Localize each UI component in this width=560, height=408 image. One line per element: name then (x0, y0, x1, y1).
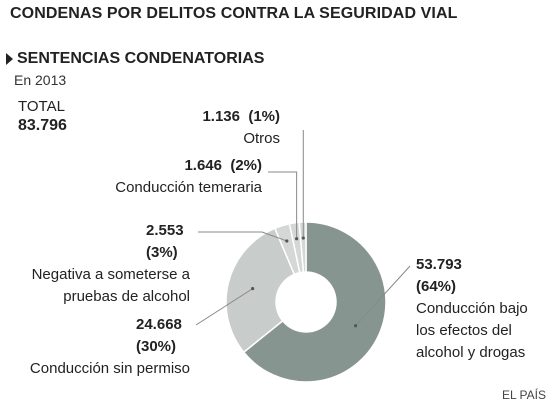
negativa-text-line2: pruebas de alcohol (63, 288, 190, 305)
temeraria-text: Conducción temeraria (115, 179, 262, 196)
donut-slices (225, 221, 387, 383)
leader-dot-alcohol (354, 324, 358, 328)
year-label: En 2013 (14, 72, 67, 88)
chart-subtitle: SENTENCIAS CONDENATORIAS (17, 50, 265, 67)
negativa-text-line1: Negativa a someterse a (31, 266, 190, 283)
total-label: TOTAL (18, 98, 65, 115)
leader-dot-negativa (285, 239, 289, 243)
leader-dot-temeraria (295, 237, 299, 241)
leader-dot-sinpermiso (251, 287, 255, 291)
alcohol-text-line3: alcohol y drogas (416, 344, 526, 361)
sinpermiso-value: 24.668 (136, 316, 182, 333)
subtitle-row: SENTENCIAS CONDENATORIAS (6, 50, 264, 68)
slice-otros (298, 221, 307, 273)
label-sinpermiso: 24.668 (30%) Conducción sin permiso (6, 314, 190, 380)
leader-negativa (198, 231, 287, 242)
label-alcohol: 53.793 (64%) Conducción bajo los efectos… (416, 254, 556, 364)
slice-alcohol (242, 221, 387, 383)
otros-text: Otros (243, 130, 280, 147)
alcohol-value: 53.793 (416, 256, 462, 273)
leader-dot-otros (301, 236, 305, 240)
alcohol-text-line1: Conducción bajo (416, 300, 528, 317)
leader-temeraria (268, 171, 298, 239)
leader-alcohol (355, 265, 411, 327)
otros-pct: (1%) (248, 108, 280, 125)
temeraria-value: 1.646 (184, 157, 222, 174)
leader-lines (195, 130, 411, 328)
otros-value: 1.136 (202, 108, 240, 125)
label-negativa: 2.553 (3%) Negativa a someterse a prueba… (6, 220, 190, 308)
label-otros: 1.136 (1%) Otros (168, 106, 280, 150)
temeraria-pct: (2%) (230, 157, 262, 174)
negativa-value: 2.553 (146, 222, 184, 239)
alcohol-text-line2: los efectos del (416, 322, 512, 339)
sinpermiso-pct: (30%) (136, 338, 177, 355)
leader-sinpermiso (195, 288, 253, 326)
triangle-pointer-icon (6, 53, 13, 65)
source-credit: EL PAÍS (501, 388, 546, 402)
label-temeraria: 1.646 (2%) Conducción temeraria (80, 155, 262, 199)
sinpermiso-text: Conducción sin permiso (29, 360, 190, 377)
alcohol-pct: (64%) (416, 278, 457, 295)
negativa-pct: (3%) (146, 244, 178, 261)
chart-title: CONDENAS POR DELITOS CONTRA LA SEGURIDAD… (10, 5, 458, 22)
total-value: 83.796 (18, 117, 67, 134)
